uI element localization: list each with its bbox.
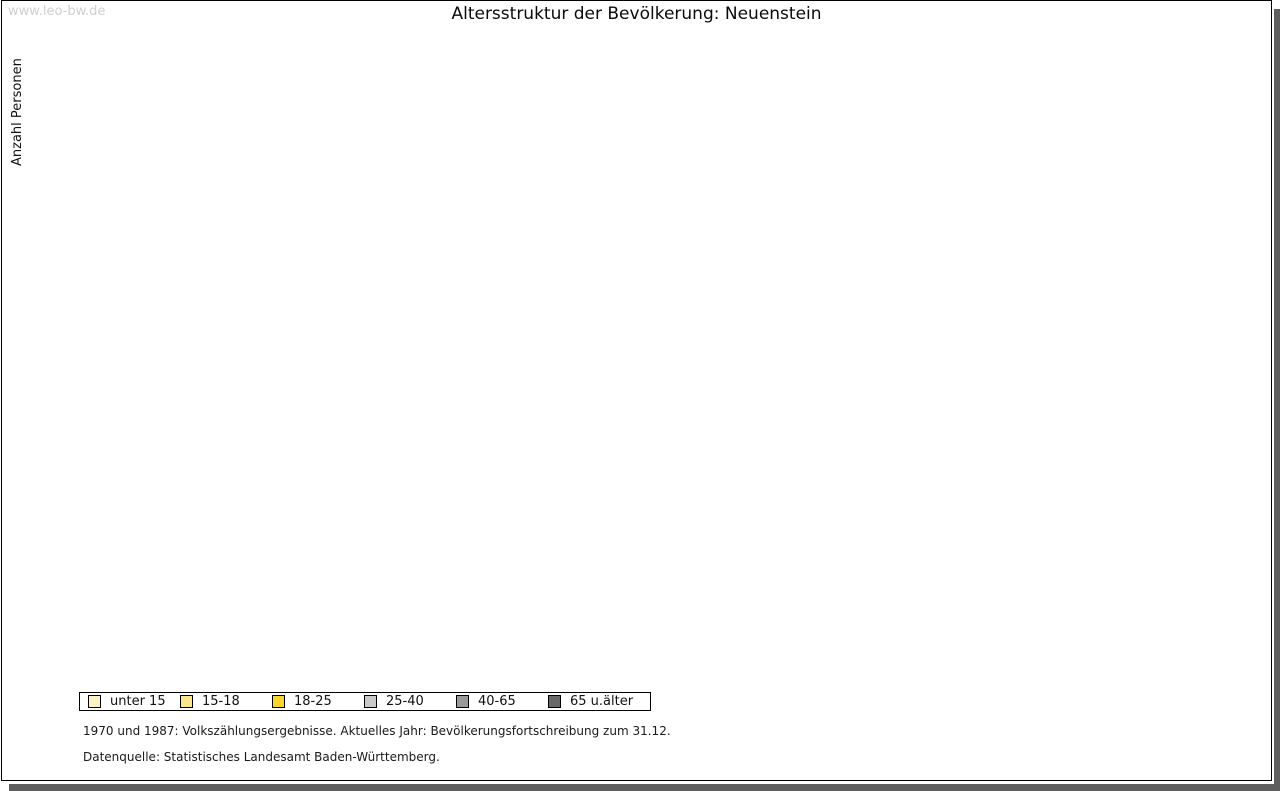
- legend-swatch: [364, 695, 377, 708]
- legend-item: unter 15: [88, 694, 180, 709]
- chart-title: Altersstruktur der Bevölkerung: Neuenste…: [451, 4, 822, 24]
- legend-swatch: [548, 695, 561, 708]
- legend-box: unter 15 15-18 18-25 25-40 40-65 65 u.älter: [79, 692, 651, 711]
- legend-label: 65 u.älter: [570, 694, 634, 709]
- y-axis-title: Anzahl Personen: [10, 58, 25, 166]
- legend-label: 18-25: [294, 694, 332, 709]
- legend-item: 15-18: [180, 694, 272, 709]
- legend-swatch: [272, 695, 285, 708]
- legend-item: 65 u.älter: [548, 694, 640, 709]
- legend-swatch: [456, 695, 469, 708]
- frame-shadow-right: [1274, 9, 1280, 791]
- legend-label: unter 15: [110, 694, 166, 709]
- footnote-source-method: 1970 und 1987: Volkszählungsergebnisse. …: [83, 724, 671, 738]
- legend-item: 40-65: [456, 694, 548, 709]
- legend-item: 18-25: [272, 694, 364, 709]
- legend-label: 25-40: [386, 694, 424, 709]
- legend-swatch: [88, 695, 101, 708]
- legend-label: 15-18: [202, 694, 240, 709]
- legend-label: 40-65: [478, 694, 516, 709]
- footnote-data-source: Datenquelle: Statistisches Landesamt Bad…: [83, 750, 440, 764]
- legend-swatch: [180, 695, 193, 708]
- watermark-text: www.leo-bw.de: [8, 4, 106, 19]
- frame-shadow-bottom: [9, 784, 1280, 791]
- legend-item: 25-40: [364, 694, 456, 709]
